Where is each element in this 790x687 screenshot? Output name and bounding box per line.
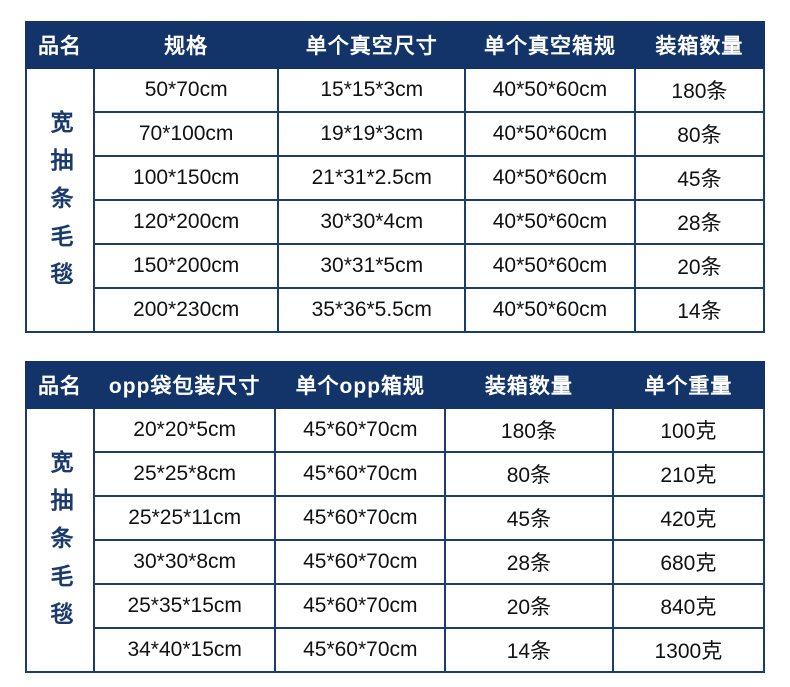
header-unit-weight: 单个重量 [611, 361, 766, 409]
cell-unit-weight: 100克 [611, 407, 766, 453]
cell-opp-carton: 45*60*70cm [274, 451, 447, 497]
cell-opp-bag-size: 20*20*5cm [92, 407, 277, 453]
product-name-cell: 宽抽条毛毯 [25, 67, 95, 333]
cell-vacuum-size: 19*19*3cm [277, 111, 467, 157]
header-packing-qty: 装箱数量 [633, 21, 766, 69]
cell-packing-qty: 180条 [633, 67, 766, 113]
cell-packing-qty: 180条 [444, 407, 614, 453]
cell-spec: 70*100cm [92, 111, 280, 157]
table-row: 100*150cm 21*31*2.5cm 40*50*60cm 45条 [26, 155, 766, 201]
table-row: 宽抽条毛毯 20*20*5cm 45*60*70cm 180条 100克 [25, 407, 766, 673]
cell-vacuum-size: 30*31*5cm [277, 243, 467, 289]
header-spec: 规格 [92, 21, 280, 69]
table-row: 150*200cm 30*31*5cm 40*50*60cm 20条 [26, 243, 766, 289]
cell-spec: 100*150cm [92, 155, 280, 201]
table-row: 宽抽条毛毯 50*70cm 15*15*3cm 40*50*60cm 180条 [25, 67, 766, 333]
cell-packing-qty: 20条 [633, 243, 766, 289]
table-row: 120*200cm 30*30*4cm 40*50*60cm 28条 [26, 199, 766, 245]
product-name-cell: 宽抽条毛毯 [25, 407, 95, 673]
cell-opp-bag-size: 34*40*15cm [92, 627, 277, 673]
cell-vacuum-carton: 40*50*60cm [464, 243, 636, 289]
cell-packing-qty: 28条 [633, 199, 766, 245]
cell-vacuum-carton: 40*50*60cm [464, 155, 636, 201]
table-row: 25*25*11cm 45*60*70cm 45条 420克 [26, 495, 766, 541]
cell-spec: 120*200cm [92, 199, 280, 245]
cell-vacuum-carton: 40*50*60cm [464, 67, 636, 113]
header-packing-qty: 装箱数量 [444, 361, 614, 409]
cell-packing-qty: 14条 [444, 627, 614, 673]
cell-opp-bag-size: 25*25*8cm [92, 451, 277, 497]
table-row: 30*30*8cm 45*60*70cm 28条 680克 [26, 539, 766, 585]
cell-vacuum-size: 15*15*3cm [277, 67, 467, 113]
cell-vacuum-size: 21*31*2.5cm [277, 155, 467, 201]
cell-packing-qty: 80条 [633, 111, 766, 157]
vacuum-packing-table: 品名 规格 单个真空尺寸 单个真空箱规 装箱数量 宽抽条毛毯 50*70cm 1… [25, 21, 766, 333]
cell-packing-qty: 28条 [444, 539, 614, 585]
cell-opp-carton: 45*60*70cm [274, 583, 447, 629]
table-row: 25*25*8cm 45*60*70cm 80条 210克 [26, 451, 766, 497]
cell-opp-bag-size: 30*30*8cm [92, 539, 277, 585]
cell-unit-weight: 840克 [611, 583, 766, 629]
cell-vacuum-carton: 40*50*60cm [464, 111, 636, 157]
cell-unit-weight: 680克 [611, 539, 766, 585]
cell-opp-bag-size: 25*35*15cm [92, 583, 277, 629]
header-opp-bag-size: opp袋包装尺寸 [92, 361, 277, 409]
cell-vacuum-size: 35*36*5.5cm [277, 287, 467, 333]
cell-packing-qty: 80条 [444, 451, 614, 497]
table-row: 34*40*15cm 45*60*70cm 14条 1300克 [26, 627, 766, 673]
table-row: 200*230cm 35*36*5.5cm 40*50*60cm 14条 [26, 287, 766, 333]
cell-vacuum-carton: 40*50*60cm [464, 199, 636, 245]
opp-packing-table: 品名 opp袋包装尺寸 单个opp箱规 装箱数量 单个重量 宽抽条毛毯 20*2… [25, 361, 766, 673]
table-row: 25*35*15cm 45*60*70cm 20条 840克 [26, 583, 766, 629]
cell-packing-qty: 14条 [633, 287, 766, 333]
table-header-row: 品名 opp袋包装尺寸 单个opp箱规 装箱数量 单个重量 [25, 361, 766, 409]
cell-spec: 150*200cm [92, 243, 280, 289]
product-name-vertical: 宽抽条毛毯 [46, 449, 73, 640]
table-header-row: 品名 规格 单个真空尺寸 单个真空箱规 装箱数量 [25, 21, 766, 69]
cell-vacuum-size: 30*30*4cm [277, 199, 467, 245]
cell-opp-carton: 45*60*70cm [274, 539, 447, 585]
header-product-name: 品名 [25, 21, 95, 69]
cell-packing-qty: 45条 [444, 495, 614, 541]
header-opp-carton: 单个opp箱规 [274, 361, 447, 409]
product-name-vertical: 宽抽条毛毯 [46, 109, 73, 300]
header-product-name: 品名 [25, 361, 95, 409]
cell-unit-weight: 1300克 [611, 627, 766, 673]
header-vacuum-size: 单个真空尺寸 [277, 21, 467, 69]
cell-unit-weight: 210克 [611, 451, 766, 497]
cell-unit-weight: 420克 [611, 495, 766, 541]
cell-opp-bag-size: 25*25*11cm [92, 495, 277, 541]
cell-spec: 50*70cm [92, 67, 280, 113]
cell-opp-carton: 45*60*70cm [274, 627, 447, 673]
table-row: 70*100cm 19*19*3cm 40*50*60cm 80条 [26, 111, 766, 157]
cell-spec: 200*230cm [92, 287, 280, 333]
cell-packing-qty: 45条 [633, 155, 766, 201]
header-vacuum-carton: 单个真空箱规 [464, 21, 636, 69]
cell-opp-carton: 45*60*70cm [274, 407, 447, 453]
cell-opp-carton: 45*60*70cm [274, 495, 447, 541]
cell-vacuum-carton: 40*50*60cm [464, 287, 636, 333]
cell-packing-qty: 20条 [444, 583, 614, 629]
